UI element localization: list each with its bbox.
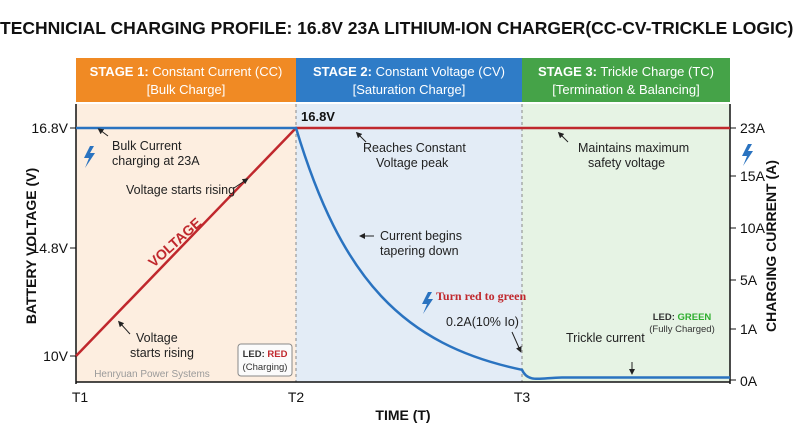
arrow-maintains — [557, 131, 569, 143]
stage-3-title: STAGE 3: Trickle Charge (TC) — [538, 64, 714, 79]
y2-tick-23: 23A — [740, 120, 766, 136]
x-tick-t1: T1 — [72, 389, 89, 405]
x-axis-label: TIME (T) — [375, 407, 430, 423]
left-axis-label: BATTERY VOLTAGE (V) — [23, 168, 39, 324]
led-green-label: LED: GREEN — [653, 312, 712, 323]
annotation-reaches-2: Voltage peak — [376, 156, 449, 170]
chart-title: TECHNICIAL CHARGING PROFILE: 16.8V 23A L… — [0, 18, 794, 38]
annotation-voltage-low-2: starts rising — [130, 346, 194, 360]
annotation-cutoff: 0.2A(10% Io) — [446, 315, 519, 329]
annotation-reaches-1: Reaches Constant — [363, 141, 466, 155]
stage-2-title: STAGE 2: Constant Voltage (CV) — [313, 64, 505, 79]
annotation-voltage-rising-mid: Voltage starts rising — [126, 183, 235, 197]
watermark: Henryuan Power Systems — [94, 369, 210, 380]
y-tick-14.8: 14.8V — [31, 240, 68, 256]
arrow-bulk — [97, 128, 109, 137]
x-tick-t3: T3 — [514, 389, 531, 405]
y2-tick-10: 10A — [740, 220, 766, 236]
stage-3-header — [522, 58, 730, 102]
stage-1-header — [76, 58, 296, 102]
y2-tick-15: 15A — [740, 168, 766, 184]
stage-2-background — [296, 104, 522, 382]
annotation-maintains-2: safety voltage — [588, 156, 665, 170]
arrow-voltage-low — [117, 320, 131, 335]
stage-1-title: STAGE 1: Constant Current (CC) — [90, 64, 283, 79]
led-red-state: (Charging) — [243, 362, 288, 373]
y-tick-16.8: 16.8V — [31, 120, 68, 136]
stage-3-subtitle: [Termination & Balancing] — [552, 82, 699, 97]
led-red-label: LED: RED — [243, 349, 288, 360]
annotation-current-begins-2: tapering down — [380, 244, 459, 258]
series-current-line — [76, 126, 730, 381]
stage-3-background — [522, 104, 730, 382]
left-tick-marks — [70, 127, 76, 357]
arrow-voltage-mid — [233, 178, 249, 189]
y2-tick-5: 5A — [740, 272, 758, 288]
right-tick-marks — [730, 127, 736, 381]
x-tick-t2: T2 — [288, 389, 305, 405]
annotation-charging-at: charging at 23A — [112, 154, 200, 168]
annotation-bulk-current: Bulk Current — [112, 139, 182, 153]
y2-tick-1: 1A — [740, 321, 758, 337]
annotation-maintains-1: Maintains maximum — [578, 141, 689, 155]
led-green-state: (Fully Charged) — [649, 324, 714, 335]
arrow-reaches — [355, 131, 367, 143]
series-voltage-line — [75, 126, 730, 357]
right-axis-label: CHARGING CURRENT (A) — [763, 160, 779, 332]
annotation-voltage-low-1: Voltage — [136, 331, 178, 345]
peak-voltage-label: 16.8V — [301, 109, 335, 124]
lightning-icon-transition — [422, 292, 433, 314]
led-red-box — [237, 343, 293, 377]
annotation-turn-red: Turn red to green — [436, 289, 526, 303]
stage-2-header — [296, 58, 522, 102]
stage-2-subtitle: [Saturation Charge] — [353, 82, 466, 97]
stage-1-subtitle: [Bulk Charge] — [147, 82, 226, 97]
lightning-icon-right — [742, 144, 753, 166]
arrow-cutoff — [511, 331, 522, 353]
y2-tick-0: 0A — [740, 373, 758, 389]
annotation-trickle: Trickle current — [566, 331, 645, 345]
lightning-icon-stage1 — [84, 146, 95, 168]
y-tick-10: 10V — [43, 348, 69, 364]
annotation-current-begins-1: Current begins — [380, 229, 462, 243]
